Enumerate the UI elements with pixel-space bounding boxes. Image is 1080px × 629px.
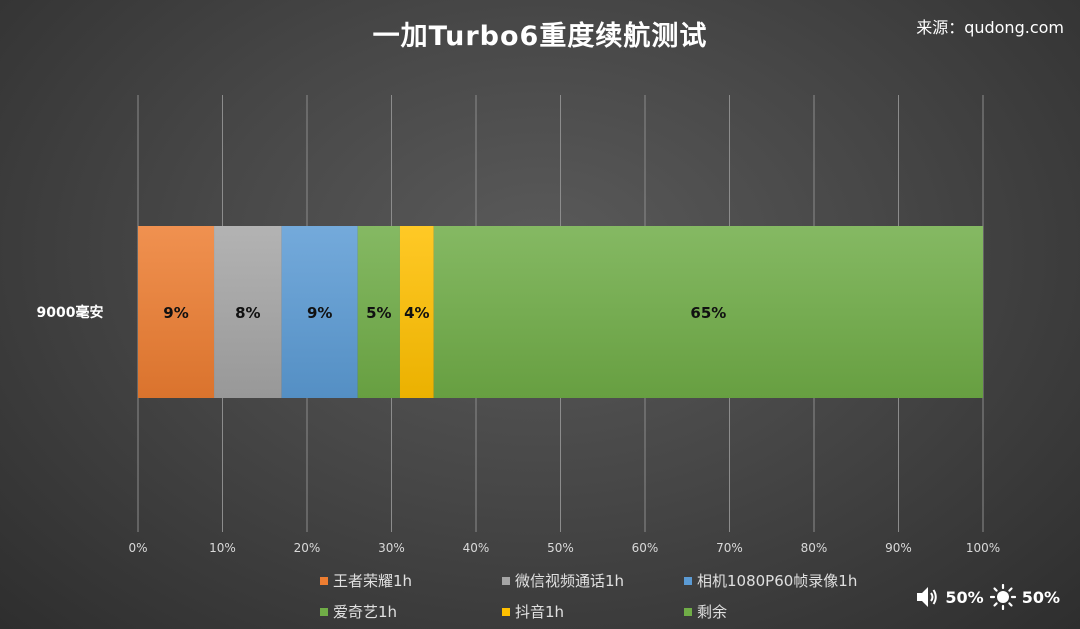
legend-item: 抖音1h — [502, 601, 684, 622]
legend-swatch — [502, 576, 510, 585]
status-readout: 50% 50% — [915, 584, 1066, 610]
legend-swatch — [684, 576, 692, 585]
data-label: 5% — [366, 304, 391, 322]
data-label: 65% — [690, 304, 726, 322]
legend-item: 王者荣耀1h — [320, 570, 502, 591]
speaker-icon — [917, 587, 938, 607]
bar-segment — [399, 226, 434, 398]
x-tick-label: 0% — [128, 541, 147, 555]
sun-icon — [989, 584, 1016, 610]
legend-label: 爱奇艺1h — [333, 603, 398, 621]
x-tick-label: 40% — [463, 541, 490, 555]
x-tick-label: 80% — [801, 541, 828, 555]
x-tick-label: 10% — [209, 541, 236, 555]
data-label: 9% — [307, 304, 332, 322]
legend-label: 微信视频通话1h — [515, 572, 625, 590]
legend-item: 剩余 — [684, 601, 880, 622]
legend: 王者荣耀1h 微信视频通话1h 相机1080P60帧录像1h 爱奇艺1h 抖音1h 剩余 — [320, 570, 880, 622]
legend-item: 相机1080P60帧录像1h — [684, 570, 880, 591]
bar-segment — [138, 226, 215, 398]
legend-label: 剩余 — [697, 603, 728, 621]
x-tick-label: 90% — [885, 541, 912, 555]
legend-swatch — [502, 607, 510, 616]
bar-segment — [214, 226, 282, 398]
legend-item: 微信视频通话1h — [502, 570, 684, 591]
bar-segment — [357, 226, 400, 398]
legend-swatch — [684, 607, 692, 616]
legend-swatch — [320, 607, 328, 616]
data-label: 8% — [235, 304, 260, 322]
x-tick-label: 100% — [966, 541, 1000, 555]
bar-segment — [281, 226, 358, 398]
legend-label: 王者荣耀1h — [333, 572, 413, 590]
data-label: 4% — [404, 304, 429, 322]
legend-swatch — [320, 576, 328, 585]
legend-item: 爱奇艺1h — [320, 601, 502, 622]
legend-label: 相机1080P60帧录像1h — [697, 572, 858, 590]
y-category-label: 9000毫安 — [37, 304, 104, 321]
source-label: 来源：qudong.com — [916, 18, 1064, 37]
bar-segment — [433, 226, 983, 398]
x-tick-label: 70% — [716, 541, 743, 555]
data-label: 9% — [163, 304, 188, 322]
x-tick-label: 30% — [378, 541, 405, 555]
volume-value: 50% — [945, 587, 984, 607]
chart-title: 一加Turbo6重度续航测试 — [372, 21, 708, 52]
x-tick-label: 60% — [632, 541, 659, 555]
x-tick-label: 50% — [547, 541, 574, 555]
x-tick-label: 20% — [294, 541, 321, 555]
brightness-value: 50% — [1021, 587, 1060, 607]
legend-label: 抖音1h — [515, 603, 565, 621]
